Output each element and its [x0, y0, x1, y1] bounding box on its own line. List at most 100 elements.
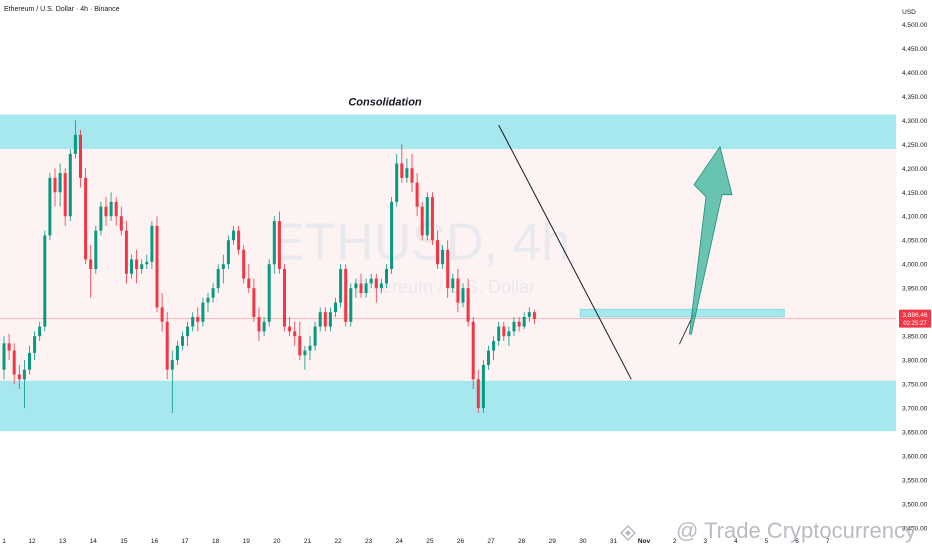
candle: [170, 350, 174, 413]
candle: [201, 297, 205, 327]
candle: [481, 360, 485, 413]
candle-body: [415, 182, 419, 207]
candle-body: [68, 153, 72, 217]
candle-body: [267, 264, 271, 322]
x-tick-label: 30: [579, 538, 587, 545]
candle: [252, 278, 256, 322]
x-tick-label: 6: [795, 538, 799, 545]
candle: [211, 283, 215, 303]
candle-body: [124, 230, 128, 274]
candle-body: [186, 326, 190, 337]
drawings: Consolidation ETHUSD, 4h Ethereum / U.S. D…: [270, 97, 733, 380]
candle-body: [374, 278, 378, 289]
candle-body: [277, 221, 281, 269]
candle: [400, 144, 404, 183]
candle: [441, 245, 445, 269]
candle: [89, 245, 93, 298]
x-tick-label: 27: [487, 538, 495, 545]
candle-body: [308, 345, 312, 351]
candle: [461, 283, 465, 308]
candle-body: [109, 201, 113, 217]
y-tick-label: 3,750.00: [902, 382, 928, 389]
x-tick-label: 19: [243, 538, 251, 545]
candle-body: [476, 379, 480, 409]
candle-body: [135, 259, 139, 269]
candle: [150, 221, 154, 269]
candle: [507, 326, 511, 346]
candle-body: [63, 173, 67, 217]
x-tick-label: 13: [59, 538, 67, 545]
candle-body: [28, 352, 31, 370]
candle-body: [456, 278, 460, 303]
candle: [456, 269, 460, 313]
y-tick-label: 4,000.00: [902, 262, 928, 269]
candle-body: [466, 288, 470, 322]
candle: [130, 254, 133, 279]
candle-body: [211, 288, 215, 298]
candle: [145, 254, 149, 269]
candle: [221, 254, 225, 284]
candle: [359, 273, 363, 298]
x-tick-label: 17: [181, 538, 189, 545]
candle-body: [165, 321, 169, 370]
candle-body: [430, 197, 434, 241]
candle: [517, 316, 521, 332]
candle-body: [359, 283, 363, 293]
x-tick-label: 26: [457, 538, 465, 545]
candle-body: [303, 350, 307, 356]
candle-body: [522, 316, 526, 327]
candle-body: [298, 336, 302, 356]
candle-body: [170, 360, 174, 370]
candle: [175, 340, 179, 365]
candle: [48, 173, 52, 241]
y-tick-label: 3,600.00: [902, 454, 928, 461]
price-axis: USD 4,500.00 4,450.00 4,400.00 4,350.00 4,300…: [896, 0, 932, 550]
candle-body: [527, 312, 531, 317]
candle: [109, 192, 113, 222]
candle-body: [150, 225, 154, 262]
y-tick-label: 3,950.00: [902, 286, 928, 293]
candle: [410, 153, 414, 193]
watermark-text: @ Trade Cryptocurrency: [676, 518, 916, 543]
candle-body: [53, 177, 57, 193]
candle: [33, 331, 37, 361]
candle: [226, 235, 230, 269]
candle: [272, 216, 276, 274]
candle-body: [425, 197, 429, 236]
candle: [318, 307, 322, 332]
x-tick-label: 12: [28, 538, 36, 545]
x-tick-label: 2: [673, 538, 677, 545]
candle-body: [497, 326, 501, 341]
candle: [349, 283, 353, 327]
zone-breakout: [579, 308, 785, 318]
candle-body: [436, 240, 439, 265]
candle-body: [257, 316, 261, 332]
candle-body: [461, 288, 465, 303]
candle-body: [390, 201, 394, 269]
x-tick-label: 29: [549, 538, 557, 545]
y-tick-label: 3,800.00: [902, 358, 928, 365]
candle: [334, 297, 337, 317]
consolidation-label: Consolidation: [348, 97, 422, 109]
candle: [466, 278, 470, 327]
candle-body: [293, 331, 297, 337]
candle: [379, 278, 383, 293]
y-tick-label: 4,300.00: [902, 118, 928, 125]
x-tick-label: 20: [273, 538, 281, 545]
candle: [288, 316, 292, 337]
projection-arrow: [688, 145, 733, 335]
candle-body: [48, 177, 52, 236]
x-tick-label: 22: [334, 538, 342, 545]
candle-body: [379, 283, 383, 289]
current-price-label: 3,886.46: [902, 312, 928, 319]
candle-body: [446, 249, 450, 289]
candle-body: [160, 307, 164, 322]
candle: [420, 201, 424, 241]
candle: [63, 168, 67, 226]
zone-support: [0, 380, 896, 432]
candle: [451, 273, 455, 293]
candle-body: [487, 350, 490, 365]
candle-body: [334, 302, 337, 313]
candle: [79, 129, 82, 188]
